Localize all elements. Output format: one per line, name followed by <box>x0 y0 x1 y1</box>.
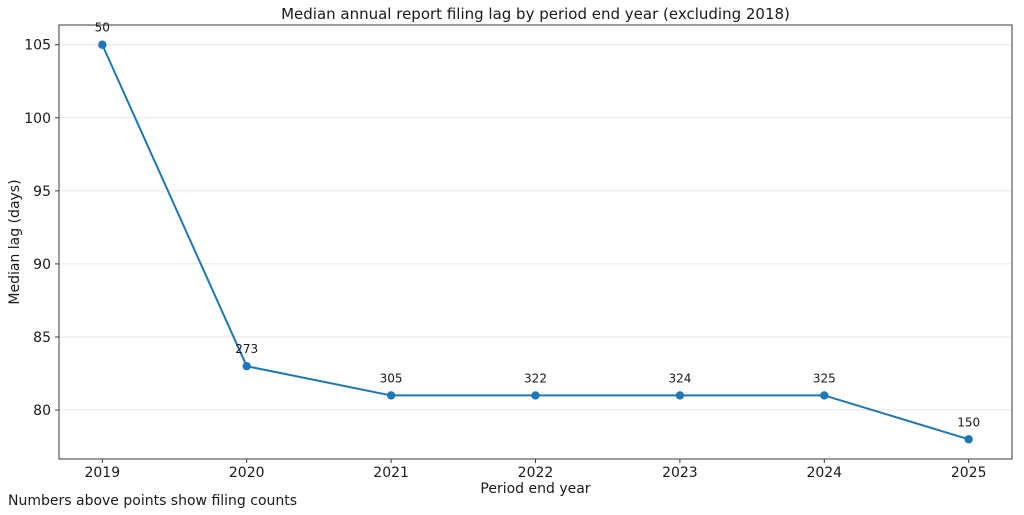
x-tick-label: 2020 <box>229 465 265 481</box>
y-axis-label: Median lag (days) <box>7 179 23 305</box>
y-tick-label: 90 <box>33 257 51 273</box>
x-tick-label: 2021 <box>373 465 409 481</box>
y-tick-label: 105 <box>24 38 51 54</box>
data-point <box>242 362 251 371</box>
data-point <box>820 391 829 400</box>
y-tick-label: 95 <box>33 184 51 200</box>
data-point <box>531 391 540 400</box>
x-tick-label: 2024 <box>806 465 842 481</box>
x-tick-label: 2019 <box>84 465 120 481</box>
footnote: Numbers above points show filing counts <box>8 493 298 509</box>
x-axis-label: Period end year <box>480 481 591 497</box>
point-annotation: 150 <box>957 415 980 429</box>
point-annotation: 305 <box>380 371 403 385</box>
data-point <box>386 391 396 400</box>
y-tick-label: 85 <box>33 330 51 346</box>
data-point <box>675 391 685 400</box>
point-annotation: 273 <box>235 342 258 356</box>
point-annotation: 50 <box>95 21 110 35</box>
x-tick-label: 2023 <box>662 465 698 481</box>
x-tick-label: 2025 <box>951 465 987 481</box>
y-tick-label: 80 <box>33 403 51 419</box>
point-annotation: 325 <box>813 371 836 385</box>
chart-title: Median annual report filing lag by perio… <box>281 5 790 23</box>
data-point <box>964 435 973 444</box>
x-tick-label: 2022 <box>518 465 554 481</box>
point-annotation: 324 <box>668 371 691 385</box>
y-tick-label: 100 <box>24 111 51 127</box>
data-point <box>98 40 107 49</box>
point-annotation: 322 <box>524 371 547 385</box>
